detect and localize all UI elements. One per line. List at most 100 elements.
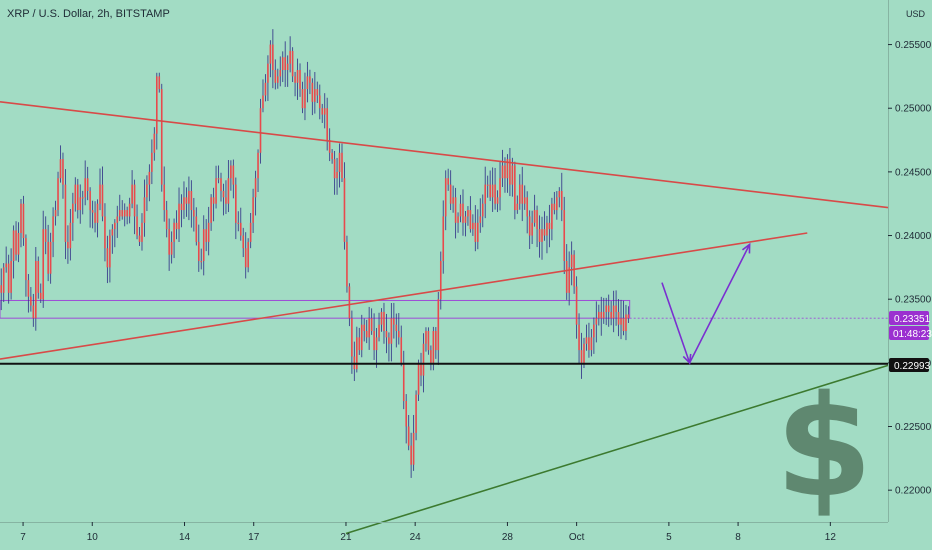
candle-body bbox=[449, 184, 452, 204]
candle-body bbox=[395, 324, 398, 332]
candle-body bbox=[170, 241, 173, 255]
candle-body bbox=[585, 337, 588, 344]
candle-body bbox=[410, 445, 412, 465]
candle-body bbox=[464, 216, 467, 223]
candle-body bbox=[331, 152, 333, 160]
candle-body bbox=[625, 314, 627, 332]
candle-body bbox=[612, 305, 615, 319]
support-level-label: 0.22993 bbox=[894, 361, 931, 372]
candle-body bbox=[133, 184, 136, 217]
countdown-badge bbox=[889, 326, 929, 340]
candle-body bbox=[627, 314, 630, 319]
upper-descending-trendline[interactable] bbox=[0, 101, 889, 209]
candle-body bbox=[402, 362, 405, 402]
time-tick-label: 7 bbox=[20, 532, 26, 543]
candle-body bbox=[118, 210, 121, 217]
candle-body bbox=[269, 44, 272, 64]
candle-body bbox=[380, 311, 383, 325]
candle-body bbox=[610, 311, 612, 319]
candle-body bbox=[417, 362, 420, 395]
candle-body bbox=[304, 89, 306, 109]
candle-body bbox=[272, 44, 274, 71]
candle-body bbox=[615, 305, 617, 312]
time-tick-label: 14 bbox=[179, 532, 191, 543]
candle-body bbox=[81, 197, 84, 199]
candle-body bbox=[37, 261, 40, 293]
candle-body bbox=[370, 318, 373, 332]
candle-body bbox=[141, 222, 143, 242]
drawings[interactable] bbox=[0, 101, 889, 535]
candle-body bbox=[54, 210, 57, 217]
candle-body bbox=[346, 241, 348, 287]
candle-body bbox=[309, 76, 311, 83]
candles bbox=[0, 29, 630, 478]
candle-body bbox=[462, 203, 464, 223]
candle-body bbox=[232, 165, 235, 185]
candle-body bbox=[0, 285, 3, 293]
candle-body bbox=[375, 337, 378, 351]
candle-body bbox=[504, 165, 506, 179]
candle-body bbox=[568, 267, 570, 293]
candle-body bbox=[252, 197, 254, 223]
candle-body bbox=[523, 197, 526, 204]
candle-body bbox=[551, 203, 553, 230]
candle-body bbox=[365, 331, 368, 338]
candle-body bbox=[57, 178, 59, 211]
candle-body bbox=[484, 184, 487, 204]
candle-body bbox=[296, 70, 299, 83]
time-tick-label: 21 bbox=[340, 532, 352, 543]
candle-body bbox=[301, 89, 304, 109]
candle-body bbox=[489, 184, 491, 198]
candle-body bbox=[528, 216, 531, 236]
candle-body bbox=[360, 324, 363, 351]
candle-body bbox=[390, 318, 393, 344]
time-tick-label: 17 bbox=[248, 532, 260, 543]
dollar-sign-icon: $ bbox=[775, 366, 872, 529]
price-badges: 0.23351 01:48:23 0.22993 bbox=[889, 311, 932, 372]
candle-body bbox=[7, 263, 10, 293]
last-price-label: 0.23351 bbox=[894, 314, 931, 325]
candle-body bbox=[407, 426, 410, 446]
green-rising-support-trendline[interactable] bbox=[345, 364, 889, 535]
candle-body bbox=[49, 241, 52, 274]
candle-body bbox=[220, 178, 222, 191]
candle-body bbox=[420, 362, 422, 376]
candle-body bbox=[620, 318, 622, 325]
currency-label: USD bbox=[906, 9, 926, 19]
price-tick-label: 0.24000 bbox=[895, 231, 932, 242]
candle-body bbox=[538, 229, 541, 242]
candle-body bbox=[30, 296, 32, 306]
candle-body bbox=[109, 235, 111, 268]
last-price-badge bbox=[889, 311, 929, 325]
candle-body bbox=[570, 254, 573, 268]
candle-body bbox=[533, 210, 536, 223]
candle-body bbox=[121, 210, 124, 217]
candle-body bbox=[481, 203, 484, 217]
candle-body bbox=[600, 311, 603, 319]
candle-body bbox=[153, 133, 156, 153]
candle-body bbox=[531, 222, 533, 236]
candle-body bbox=[262, 95, 264, 109]
lower-rising-trendline[interactable] bbox=[0, 232, 808, 360]
candle-body bbox=[427, 331, 430, 351]
time-axis[interactable]: 7 10 14 17 21 24 28 Oct 5 8 12 bbox=[0, 522, 888, 543]
candle-body bbox=[86, 178, 89, 191]
candle-body bbox=[146, 184, 148, 198]
candle-body bbox=[543, 229, 546, 236]
candle-body bbox=[593, 324, 595, 338]
time-tick-label: 10 bbox=[87, 532, 99, 543]
candle-body bbox=[472, 222, 474, 230]
candle-body bbox=[202, 229, 205, 261]
candle-body bbox=[556, 197, 558, 211]
candle-body bbox=[190, 190, 193, 211]
candle-body bbox=[284, 57, 287, 71]
candle-body bbox=[217, 178, 220, 180]
candle-body bbox=[128, 203, 131, 217]
candle-body bbox=[235, 184, 237, 223]
candle-body bbox=[74, 184, 77, 204]
candle-body bbox=[2, 267, 5, 293]
price-tick-label: 0.22500 bbox=[895, 422, 932, 433]
candle-body bbox=[32, 305, 35, 319]
